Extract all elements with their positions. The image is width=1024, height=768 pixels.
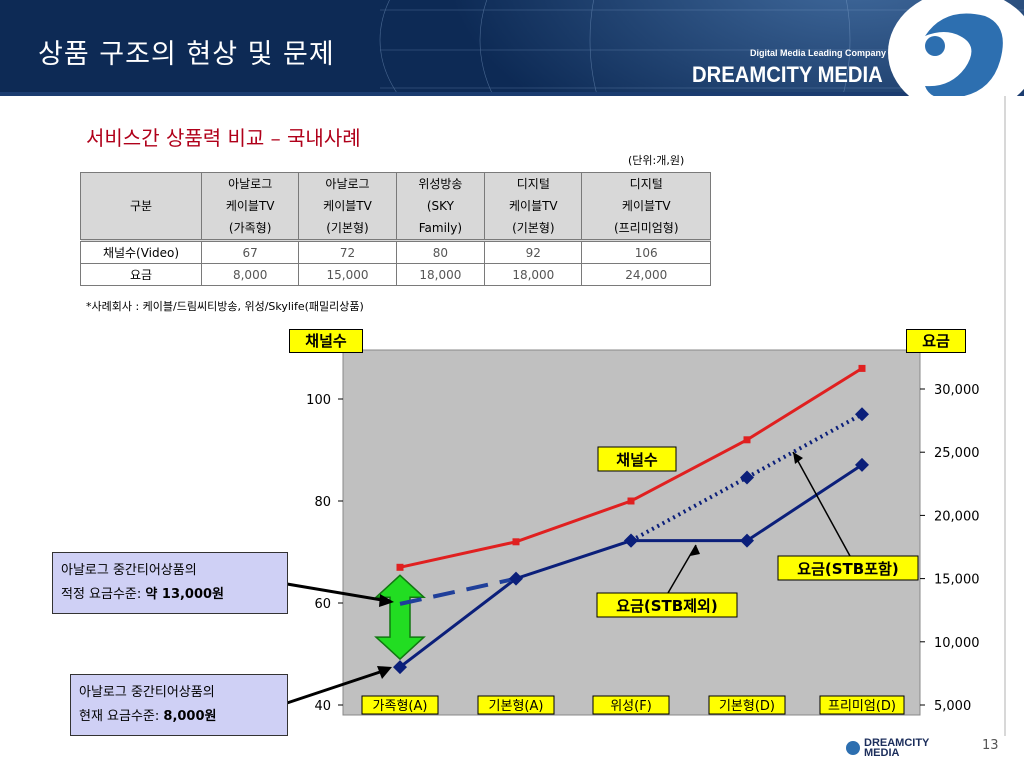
point-price-stb-included: [740, 470, 754, 485]
table-cell: 18,000: [484, 263, 583, 286]
comparison-table: 구분 아날로그 케이블TV (가족형) 아날로그 케이블TV (기본형) 위성방송 (SK…: [80, 172, 711, 286]
table-cell: 92: [484, 239, 583, 264]
annotation-arrow-current: [286, 670, 381, 705]
table-cell: 15,000: [298, 263, 397, 286]
table-row: 요금 8,000 15,000 18,000 18,000 24,000: [80, 263, 711, 286]
table-col-header: 아날로그 케이블TV (기본형): [298, 172, 397, 241]
unit-note: (단위:개,원): [628, 154, 685, 167]
pointer-arrowhead: [690, 545, 700, 556]
slide-header: 상품 구조의 현상 및 문제 Digital Media Leading Com…: [0, 0, 1024, 96]
right-tick-label: 5,000: [934, 699, 971, 714]
right-axis-label: 요금: [906, 329, 966, 353]
footer-logo-icon: [846, 741, 860, 755]
annotation-arrowhead: [379, 594, 394, 607]
page-number: 13: [982, 738, 999, 753]
footer-logo: DREAMCITY MEDIA: [846, 738, 929, 759]
table-cell: 80: [395, 239, 486, 264]
right-divider: [1004, 96, 1006, 736]
annotation-arrow-proper: [286, 582, 383, 602]
label-channels-box: [597, 446, 677, 472]
point-channels: [627, 497, 635, 505]
section-subtitle: 서비스간 상품력 비교 – 국내사례: [86, 126, 361, 150]
category-label: 기본형(D): [719, 699, 775, 714]
category-label: 기본형(A): [489, 699, 544, 714]
category-box: [592, 695, 670, 715]
table-corner: 구분: [80, 172, 202, 241]
annotation-line: 아날로그 중간티어상품의: [61, 563, 197, 578]
table-col-header: 디지털 케이블TV (기본형): [484, 172, 583, 241]
slide-title: 상품 구조의 현상 및 문제: [38, 39, 335, 70]
table-cell: 8,000: [200, 263, 300, 286]
label-stb-included: 요금(STB포함): [797, 560, 898, 578]
company-brand: DREAMCITY MEDIA: [692, 62, 883, 87]
table-cell: 106: [581, 239, 711, 264]
point-channels: [743, 436, 751, 444]
table-cell: 72: [298, 239, 397, 264]
annotation-line: 현재 요금수준: 8,000원: [79, 709, 217, 724]
globe-background-icon: [0, 0, 1024, 96]
table-row-label: 채널수(Video): [80, 239, 202, 264]
left-tick-label: 80: [314, 495, 331, 510]
point-price-stb-excluded: [509, 571, 523, 586]
annotation-line: 아날로그 중간티어상품의: [79, 685, 215, 700]
annotation-arrowhead: [377, 666, 392, 679]
proper-price-annotation: 아날로그 중간티어상품의 적정 요금수준: 약 13,000원: [52, 552, 288, 614]
left-tick-label: 40: [314, 699, 331, 714]
table-cell: 18,000: [395, 263, 486, 286]
label-stb-excluded-box: [596, 592, 738, 618]
point-price-stb-excluded: [740, 533, 754, 548]
label-stb-excluded: 요금(STB제외): [616, 597, 717, 615]
pointer-arrowhead: [793, 452, 803, 464]
table-col-header: 아날로그 케이블TV (가족형): [200, 172, 300, 241]
estimate-dashed-line: [399, 576, 517, 606]
point-channels: [396, 563, 404, 571]
point-channels: [512, 538, 520, 546]
table-col-header: 디지털 케이블TV (프리미엄형): [581, 172, 711, 241]
company-tagline: Digital Media Leading Company: [750, 48, 887, 58]
point-price-stb-excluded: [855, 457, 869, 472]
table-col-header: 위성방송 (SKY Family): [395, 172, 486, 241]
point-price-stb-included: [855, 407, 869, 422]
category-box: [819, 695, 905, 715]
category-box: [708, 695, 786, 715]
left-axis-label: 채널수: [289, 329, 363, 353]
table-row-label: 요금: [80, 263, 202, 286]
category-label: 가족형(A): [373, 699, 428, 714]
annotation-line: 적정 요금수준: 약 13,000원: [61, 587, 225, 602]
point-channels: [858, 364, 866, 372]
plot-area: [342, 349, 921, 716]
left-tick-label: 60: [314, 597, 331, 612]
category-box: [477, 695, 555, 715]
category-label: 위성(F): [610, 699, 652, 714]
category-label: 프리미엄(D): [828, 699, 896, 714]
category-box: [361, 695, 439, 715]
right-tick-label: 25,000: [934, 446, 980, 461]
point-price-stb-included: [624, 533, 638, 548]
label-channels: 채널수: [616, 451, 658, 469]
right-tick-label: 30,000: [934, 383, 980, 398]
right-tick-label: 10,000: [934, 636, 980, 651]
table-header-row: 구분 아날로그 케이블TV (가족형) 아날로그 케이블TV (기본형) 위성방송 (SK…: [80, 172, 711, 241]
table-row: 채널수(Video) 67 72 80 92 106: [80, 239, 711, 264]
table-cell: 24,000: [581, 263, 711, 286]
dreamcity-logo-icon: [925, 13, 1003, 96]
table-cell: 67: [200, 239, 300, 264]
label-stb-included-box: [777, 555, 919, 581]
pointer-stb-excluded: [667, 544, 697, 594]
current-price-annotation: 아날로그 중간티어상품의 현재 요금수준: 8,000원: [70, 674, 288, 736]
right-tick-label: 20,000: [934, 509, 980, 524]
footnote: *사례회사 : 케이블/드림씨티방송, 위성/Skylife(패밀리상품): [86, 300, 364, 313]
right-tick-label: 15,000: [934, 573, 980, 588]
pointer-stb-included: [792, 451, 851, 557]
point-price-stb-excluded: [393, 660, 407, 675]
left-tick-label: 100: [306, 393, 331, 408]
